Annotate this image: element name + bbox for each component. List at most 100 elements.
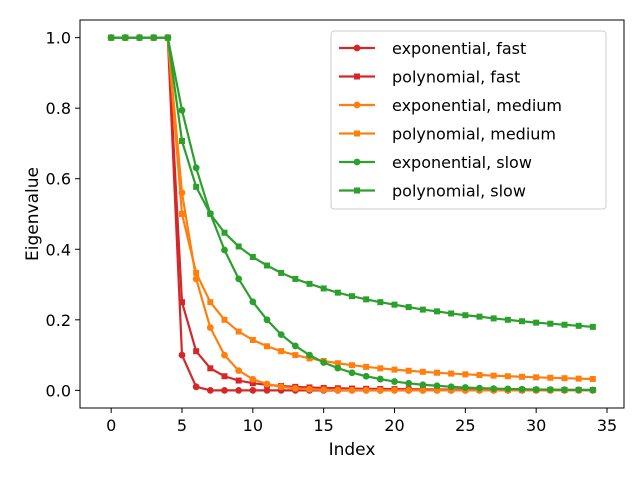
data-point xyxy=(575,386,583,394)
x-tick-label: 0 xyxy=(106,416,116,435)
data-point xyxy=(207,211,214,217)
data-point xyxy=(391,378,398,385)
data-point xyxy=(561,386,568,394)
data-point xyxy=(376,386,384,394)
data-point xyxy=(504,385,512,393)
data-point xyxy=(249,386,257,394)
data-point xyxy=(207,299,214,306)
data-point xyxy=(193,269,200,276)
data-point xyxy=(221,373,228,380)
data-point xyxy=(221,386,228,394)
legend-label: polynomial, fast xyxy=(392,68,520,87)
data-point xyxy=(405,379,413,387)
data-point xyxy=(264,343,270,350)
data-point xyxy=(249,375,257,383)
data-point xyxy=(589,375,596,382)
legend-entry: exponential, fast xyxy=(339,39,526,58)
data-point xyxy=(391,366,398,373)
data-point xyxy=(391,386,398,394)
x-tick-label: 5 xyxy=(177,416,187,435)
legend-label: exponential, fast xyxy=(392,39,526,58)
data-point xyxy=(263,380,271,388)
data-point xyxy=(192,383,200,391)
data-point xyxy=(235,377,242,384)
data-point xyxy=(490,385,498,392)
data-point xyxy=(377,365,384,372)
data-point xyxy=(277,331,285,339)
x-tick-label: 20 xyxy=(384,416,404,435)
data-point xyxy=(334,289,341,296)
data-point xyxy=(179,299,185,306)
data-point xyxy=(179,137,185,144)
data-point xyxy=(291,342,299,350)
data-point xyxy=(193,348,200,355)
data-point xyxy=(546,386,554,394)
y-axis: 0.0 0.2 0.4 0.6 0.8 1.0 xyxy=(46,29,80,400)
axes-frame xyxy=(79,19,625,409)
data-point xyxy=(462,312,469,319)
data-point xyxy=(193,183,200,190)
data-point xyxy=(320,386,328,394)
legend-entry: exponential, slow xyxy=(339,153,532,172)
data-point xyxy=(235,386,243,394)
y-tick-label: 0.8 xyxy=(46,99,71,118)
data-point xyxy=(249,298,257,306)
data-point xyxy=(235,367,243,375)
data-point xyxy=(249,380,256,387)
data-point xyxy=(235,275,243,283)
data-point xyxy=(448,370,455,377)
data-point xyxy=(306,280,313,287)
legend-entry: exponential, medium xyxy=(339,96,562,115)
data-point xyxy=(363,296,370,303)
x-tick-label: 15 xyxy=(313,416,333,435)
data-point xyxy=(405,304,412,311)
data-point xyxy=(334,386,342,394)
data-point xyxy=(461,384,469,391)
data-point xyxy=(221,316,228,323)
legend-marker-swatch xyxy=(353,44,361,52)
data-point xyxy=(490,372,497,379)
data-point xyxy=(221,246,228,254)
data-point xyxy=(349,362,355,369)
legend-box xyxy=(330,30,607,210)
data-point xyxy=(476,313,483,320)
data-point xyxy=(164,34,171,41)
data-point xyxy=(122,34,129,41)
x-axis-label: Index xyxy=(329,440,376,460)
legend-entry: polynomial, slow xyxy=(339,182,526,201)
data-point xyxy=(561,321,568,328)
data-point xyxy=(207,365,214,372)
data-point xyxy=(334,360,341,367)
x-tick-label: 35 xyxy=(597,416,617,435)
legend-entry: polynomial, medium xyxy=(339,125,556,144)
y-tick-label: 0.2 xyxy=(46,311,71,330)
data-point xyxy=(264,262,270,269)
legend-marker-swatch xyxy=(353,158,361,166)
x-tick-label: 10 xyxy=(243,416,263,435)
data-point xyxy=(504,316,511,323)
data-point xyxy=(575,375,582,382)
legend: exponential, fast polynomial, fast exponen… xyxy=(330,30,607,210)
data-point xyxy=(533,374,540,381)
data-point xyxy=(547,374,554,381)
data-point xyxy=(263,316,271,324)
data-point xyxy=(575,322,582,329)
data-point xyxy=(221,351,228,359)
y-tick-label: 0.6 xyxy=(46,170,71,189)
data-point xyxy=(419,381,427,389)
y-axis-label: Eigenvalue xyxy=(23,167,43,261)
legend-marker-swatch xyxy=(353,101,361,109)
data-point xyxy=(533,319,540,326)
data-point xyxy=(405,367,412,374)
data-point xyxy=(263,386,271,394)
y-tick-label: 0.4 xyxy=(46,240,71,259)
data-point xyxy=(277,383,285,391)
data-point xyxy=(476,384,483,392)
y-tick-label: 1.0 xyxy=(46,29,71,48)
data-point xyxy=(192,164,200,172)
legend-marker-swatch xyxy=(354,187,360,194)
data-point xyxy=(221,229,228,236)
series-polynomial-slow xyxy=(108,34,596,330)
data-point xyxy=(306,385,313,393)
data-point xyxy=(348,386,356,394)
